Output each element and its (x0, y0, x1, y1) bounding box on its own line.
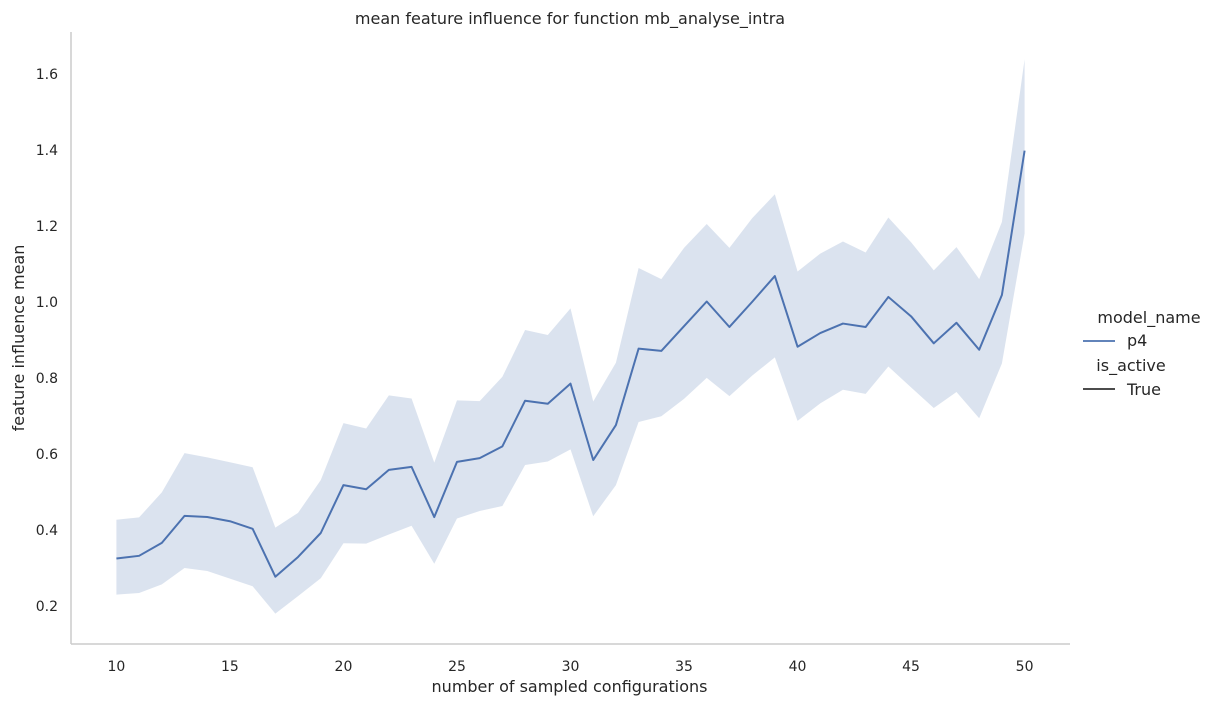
legend-hue-title: model_name (1097, 308, 1200, 328)
axes (70, 32, 1070, 645)
confidence-band-layer (116, 59, 1025, 614)
series-line-layer (116, 150, 1026, 578)
y-tick-label: 1.0 (36, 295, 58, 311)
legend-style-title: is_active (1096, 356, 1165, 376)
x-axis-ticks: 10 15 20 25 30 35 40 45 50 (107, 659, 1033, 675)
y-tick-label: 0.6 (36, 447, 58, 463)
x-tick-label: 20 (335, 659, 353, 675)
legend-entry-true: True (1126, 380, 1161, 399)
x-tick-label: 15 (221, 659, 239, 675)
chart-title: mean feature influence for function mb_a… (355, 9, 785, 29)
series-line-p4 (116, 150, 1026, 578)
y-tick-label: 1.4 (36, 143, 58, 159)
x-tick-label: 35 (675, 659, 693, 675)
y-tick-label: 0.8 (36, 371, 58, 387)
y-tick-label: 0.2 (36, 599, 58, 615)
x-tick-label: 30 (562, 659, 580, 675)
confidence-band-p4 (116, 59, 1025, 614)
x-tick-label: 45 (902, 659, 920, 675)
x-tick-label: 25 (448, 659, 466, 675)
y-tick-label: 1.2 (36, 219, 58, 235)
y-tick-label: 0.4 (36, 523, 58, 539)
y-axis-label: feature influence mean (9, 245, 28, 432)
y-axis-ticks: 0.2 0.4 0.6 0.8 1.0 1.2 1.4 1.6 (36, 67, 58, 615)
legend-entry-p4: p4 (1127, 331, 1147, 350)
legend: model_name p4 is_active True (1083, 308, 1201, 399)
x-tick-label: 10 (107, 659, 125, 675)
x-tick-label: 50 (1016, 659, 1034, 675)
x-tick-label: 40 (789, 659, 807, 675)
x-axis-label: number of sampled configurations (432, 677, 708, 696)
y-tick-label: 1.6 (36, 67, 58, 83)
